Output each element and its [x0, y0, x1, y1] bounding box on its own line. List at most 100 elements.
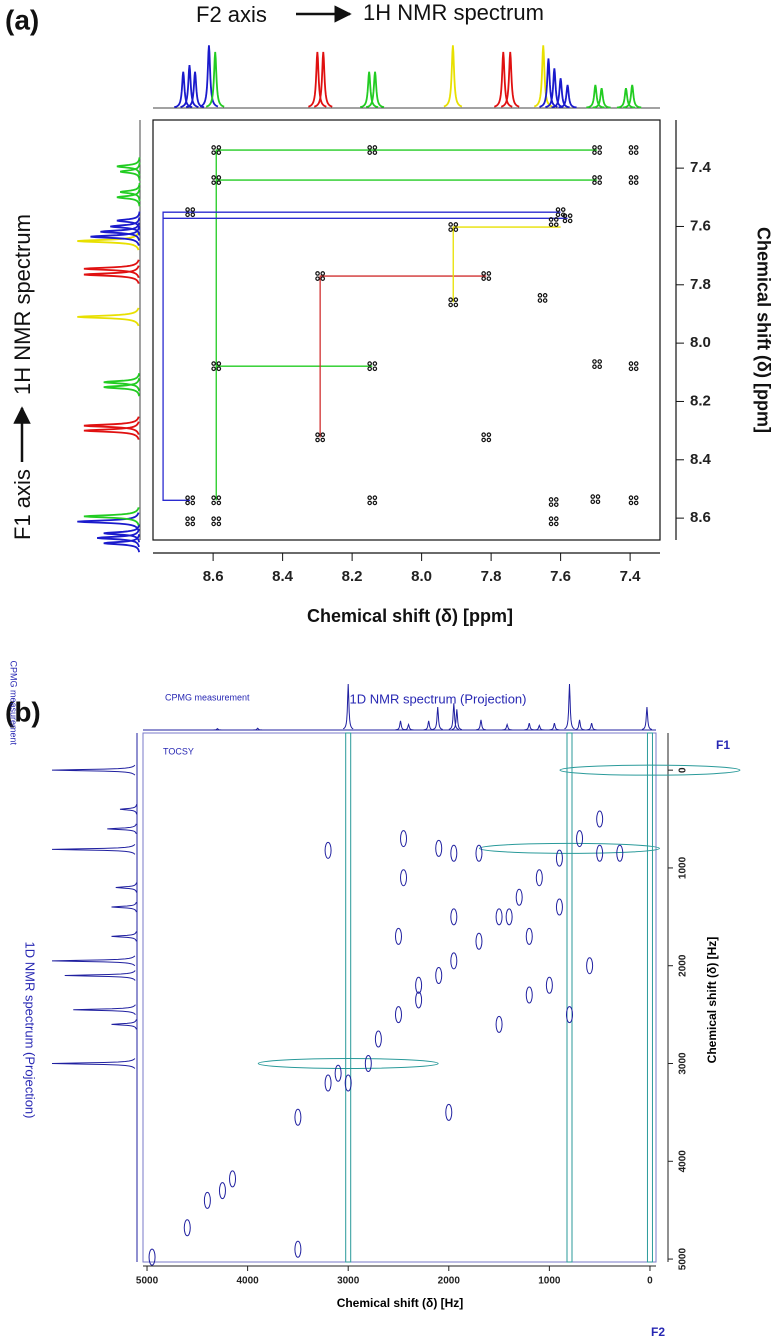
x-tick-label: 1000: [538, 1276, 561, 1287]
projection-title: 1D NMR spectrum (Projection): [23, 942, 38, 1119]
cross-peak: [211, 495, 222, 506]
spectrum-peak: [558, 84, 577, 109]
projection-peak: [564, 683, 575, 730]
cross-peak: [592, 145, 603, 155]
y-tick-label: 1000: [678, 856, 689, 879]
spectrum-peak: [443, 45, 463, 108]
cross-peak: [394, 1006, 402, 1024]
cross-peak: [448, 297, 459, 308]
cross-peak: [185, 495, 196, 506]
ridge: [257, 1058, 439, 1070]
projection-peak: [451, 709, 462, 730]
spectrum-peak: [83, 421, 140, 440]
cross-peak: [334, 1064, 342, 1082]
spectrum-peak: [77, 512, 140, 531]
y-tick-label: 0: [678, 767, 689, 773]
plot-frame: [142, 732, 657, 1263]
cross-peak: [374, 1030, 382, 1048]
cross-peak: [203, 1191, 211, 1209]
spectrum-peak: [77, 307, 140, 327]
spectrum-peak: [199, 45, 219, 108]
projection-peak: [212, 727, 223, 731]
spectrum-peak: [116, 188, 141, 207]
cross-peak: [555, 898, 563, 916]
top-label: 1H NMR spectrum: [363, 0, 544, 25]
cross-peak: [628, 361, 639, 371]
cross-peak: [448, 222, 459, 232]
spectrum-peak: [494, 51, 513, 108]
cross-peak: [586, 957, 594, 975]
spectrum-peak: [539, 58, 558, 108]
spectrum-peak: [116, 157, 141, 176]
cross-peak: [415, 976, 423, 994]
y-axis-title: Chemical shift (δ) [ppm]: [753, 227, 773, 433]
cross-peak: [548, 497, 559, 507]
spectrum-peak: [83, 259, 140, 279]
x-tick-label: 0: [647, 1276, 653, 1287]
projection-peak: [524, 722, 535, 731]
side-label: F1 axis: [10, 469, 35, 540]
projection-peak: [395, 720, 406, 731]
correlation-line: [215, 149, 598, 501]
spectrum-peak: [545, 68, 564, 108]
projection-peak: [586, 722, 597, 731]
cross-peak: [596, 844, 604, 862]
ridge: [478, 842, 660, 854]
cross-peak: [495, 1015, 503, 1033]
correlation-line: [162, 211, 561, 501]
panel-label: (a): [5, 4, 39, 35]
x-tick-label: 3000: [337, 1276, 360, 1287]
projection-peak: [423, 720, 434, 731]
cross-peak: [294, 1108, 302, 1126]
note: CPMG measurement: [9, 660, 19, 745]
spectrum-peak: [365, 71, 385, 109]
projection-peak: [51, 1058, 136, 1069]
spectrum-peak: [83, 507, 140, 526]
correlation-line: [319, 275, 487, 438]
cross-peak: [218, 1182, 226, 1200]
cross-peak: [535, 869, 543, 887]
spectrum-peak: [103, 377, 141, 397]
cross-peak: [495, 908, 503, 926]
cross-peak: [555, 207, 566, 217]
cross-peak: [525, 986, 533, 1004]
cross-peak: [555, 849, 563, 867]
cross-peak: [211, 516, 222, 527]
cross-peak: [211, 175, 222, 185]
spectrum-peak: [103, 373, 141, 392]
projection-peak: [119, 804, 138, 815]
cross-peak: [596, 810, 604, 828]
spectrum-peak: [110, 217, 141, 236]
spectrum-peak: [623, 84, 642, 109]
y-tick-label: 5000: [678, 1248, 689, 1271]
projection-peak: [432, 706, 443, 730]
note: CPMG measurement: [165, 692, 250, 702]
side-label: 1H NMR spectrum: [10, 214, 35, 395]
spectrum-peak: [616, 88, 636, 109]
y-tick-label: 8.6: [690, 509, 711, 526]
projection-peak: [51, 955, 136, 967]
cross-peak: [481, 432, 492, 443]
cross-peak: [344, 1074, 352, 1092]
top-label: F2 axis: [196, 2, 267, 27]
spectrum-peak: [103, 534, 141, 553]
projection-peak: [51, 764, 136, 776]
axis-name: F2: [651, 1325, 665, 1339]
y-tick-label: 3000: [678, 1052, 689, 1075]
cross-peak: [367, 495, 378, 506]
cross-peak: [315, 432, 326, 443]
cross-peak: [505, 908, 513, 926]
x-tick-label: 5000: [136, 1276, 159, 1287]
ridge: [566, 732, 573, 1263]
projection-peak: [111, 1019, 137, 1030]
y-tick-label: 8.4: [690, 451, 712, 468]
x-tick-label: 8.0: [411, 568, 432, 585]
cross-peak: [548, 516, 559, 527]
cross-peak: [545, 976, 553, 994]
cross-peak: [400, 830, 408, 848]
cross-peak: [364, 1055, 372, 1073]
panel-label: (b): [5, 696, 41, 727]
spectrum-peak: [586, 84, 605, 109]
cross-peak: [628, 175, 639, 185]
projection-peak: [51, 844, 136, 855]
